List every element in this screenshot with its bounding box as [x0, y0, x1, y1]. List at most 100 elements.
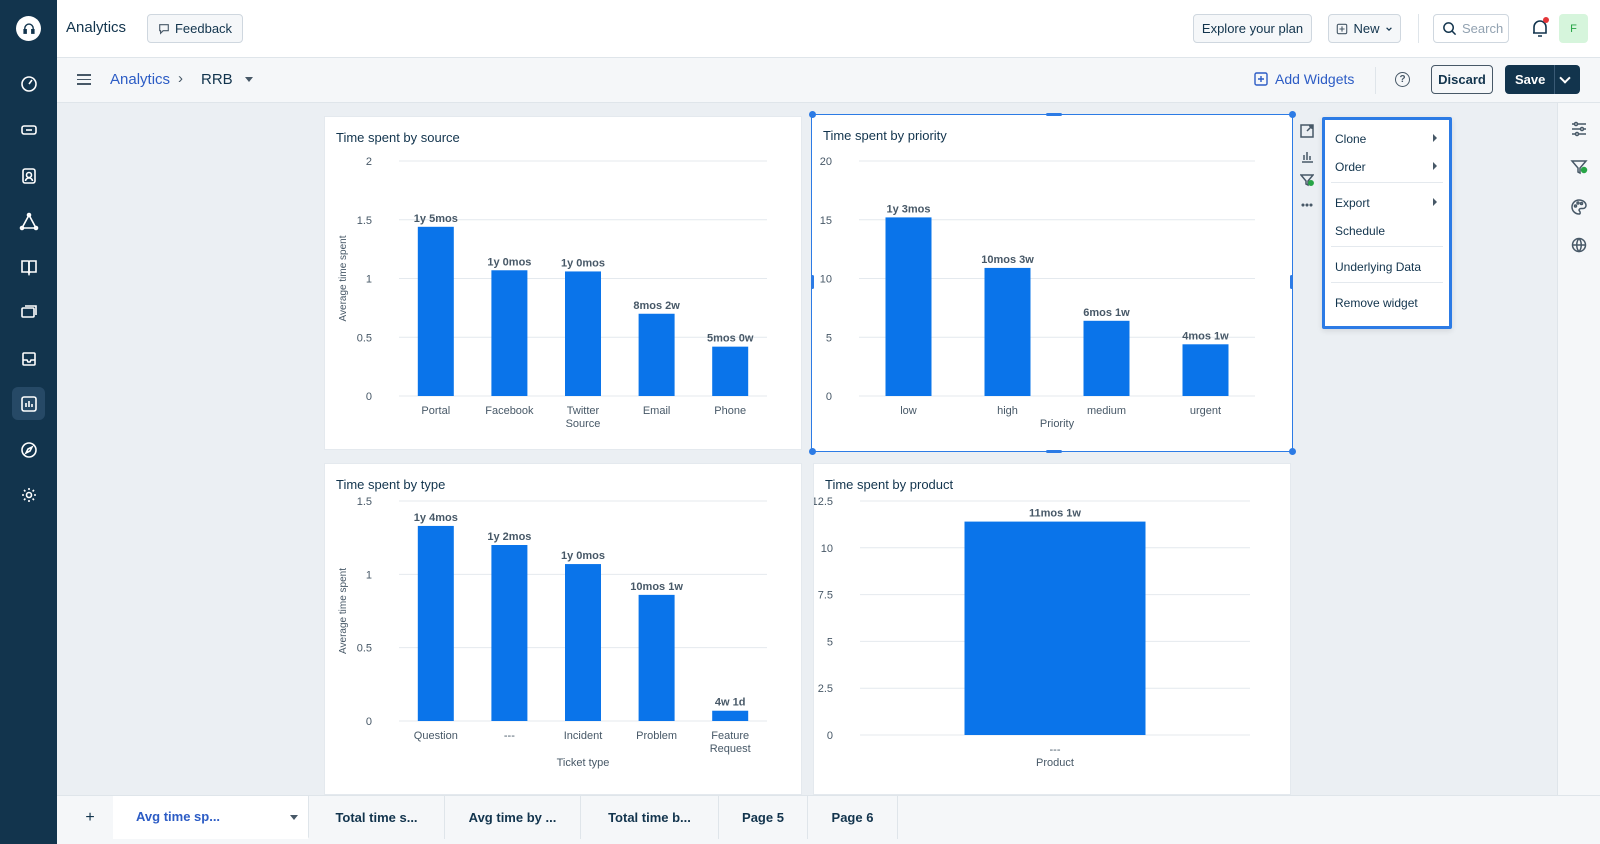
chat-bubble-icon	[159, 23, 169, 35]
filter-icon[interactable]	[1298, 171, 1316, 189]
tab-page-6[interactable]: Page 6	[808, 796, 898, 839]
menu-icon[interactable]	[77, 74, 91, 86]
resize-handle[interactable]	[1046, 450, 1062, 453]
data-label: 4mos 1w	[1182, 330, 1229, 342]
tab-page-5[interactable]: Page 5	[719, 796, 808, 839]
data-label: 10mos 3w	[981, 254, 1034, 266]
data-label: 1y 2mos	[487, 531, 531, 543]
x-tick-label: medium	[1087, 405, 1126, 417]
filter-icon[interactable]	[1570, 158, 1588, 176]
app-logo-icon[interactable]	[16, 16, 41, 41]
menu-item-export[interactable]: Export	[1335, 196, 1370, 210]
search-icon	[1443, 22, 1457, 36]
bar	[712, 710, 749, 721]
menu-item-clone[interactable]: Clone	[1335, 132, 1367, 146]
save-options-chevron-icon[interactable]	[1559, 72, 1571, 84]
feedback-button[interactable]: Feedback	[147, 14, 243, 43]
y-tick-label: 0	[827, 730, 833, 742]
widget-time-by-source[interactable]: 0 0.5 1 1.5 2 Average time spent 1y 5mos Portal…	[324, 116, 802, 450]
menu-item-order[interactable]: Order	[1335, 160, 1366, 174]
add-page-button[interactable]: +	[85, 808, 95, 826]
add-widgets-button[interactable]: Add Widgets	[1254, 71, 1354, 87]
resize-handle[interactable]	[811, 275, 814, 289]
solutions-icon[interactable]	[12, 250, 45, 283]
x-tick-label: low	[900, 405, 917, 417]
tab-page-4[interactable]: Total time b...	[581, 796, 719, 839]
explore-plan-button[interactable]: Explore your plan	[1193, 14, 1312, 43]
search-placeholder: Search	[1462, 21, 1504, 36]
search-input[interactable]: Search	[1433, 14, 1509, 43]
more-options-icon[interactable]	[1298, 196, 1316, 214]
palette-icon[interactable]	[1570, 198, 1588, 216]
menu-item-remove-widget[interactable]: Remove widget	[1335, 296, 1418, 310]
app-title: Analytics	[66, 19, 127, 36]
top-bar: Analytics Feedback Explore your plan New…	[57, 0, 1600, 58]
settings-icon[interactable]	[12, 478, 45, 511]
avatar[interactable]: F	[1559, 14, 1588, 43]
tab-page-2[interactable]: Total time s...	[309, 796, 445, 839]
theme-globe-icon[interactable]	[1570, 236, 1588, 254]
resize-handle[interactable]	[1290, 275, 1293, 289]
analytics-icon[interactable]	[12, 387, 45, 420]
y-tick-label: 0	[826, 391, 832, 403]
bar	[565, 564, 601, 721]
y-tick-label: 1	[366, 274, 372, 286]
resize-handle[interactable]	[1289, 111, 1296, 118]
tab-label: Page 5	[742, 810, 784, 825]
discard-label: Discard	[1438, 72, 1486, 87]
resize-handle[interactable]	[1046, 113, 1062, 116]
y-tick-label: 5	[827, 636, 833, 648]
x-tick-label: Facebook	[485, 405, 534, 417]
groups-icon[interactable]	[12, 205, 45, 238]
x-axis-label: Source	[566, 418, 601, 430]
dashboard-icon[interactable]	[12, 67, 45, 100]
discard-button[interactable]: Discard	[1431, 65, 1493, 94]
y-tick-label: 1	[366, 569, 372, 581]
bar	[885, 217, 932, 396]
y-tick-label: 2	[366, 156, 372, 168]
bar	[638, 594, 675, 721]
y-tick-label: 0.5	[357, 643, 372, 655]
bar	[964, 521, 1146, 735]
menu-item-underlying-data[interactable]: Underlying Data	[1335, 260, 1422, 274]
forums-icon[interactable]	[12, 296, 45, 329]
divider	[1375, 67, 1376, 94]
tab-page-3[interactable]: Avg time by ...	[445, 796, 581, 839]
data-label: 8mos 2w	[633, 300, 680, 312]
left-navigation	[0, 0, 57, 844]
inbox-icon[interactable]	[12, 342, 45, 375]
tab-label: Total time b...	[608, 810, 691, 825]
save-label: Save	[1515, 72, 1546, 87]
discover-icon[interactable]	[12, 433, 45, 466]
y-tick-label: 0	[366, 716, 372, 728]
resize-handle[interactable]	[809, 448, 816, 455]
new-button[interactable]: New	[1328, 14, 1401, 43]
widget-time-by-type[interactable]: 0 0.5 1 1.5 Average time spent 1y 4mos Questio…	[324, 463, 802, 795]
y-axis-label: Average time spent	[338, 568, 349, 654]
resize-handle[interactable]	[809, 111, 816, 118]
data-label: 11mos 1w	[1029, 508, 1081, 520]
resize-handle[interactable]	[1289, 448, 1296, 455]
y-tick-label: 0.5	[357, 332, 372, 344]
tickets-icon[interactable]	[12, 113, 45, 146]
sliders-icon[interactable]	[1570, 120, 1588, 138]
notifications-button[interactable]	[1529, 17, 1551, 39]
save-button[interactable]: Save	[1505, 65, 1580, 94]
tab-options-caret-icon[interactable]	[290, 815, 298, 820]
breadcrumb-analytics[interactable]: Analytics	[110, 71, 171, 88]
new-label: New	[1353, 21, 1380, 36]
bell-icon	[1533, 20, 1547, 37]
y-tick-label: 15	[820, 215, 832, 227]
help-icon[interactable]: ?	[1395, 72, 1410, 87]
explore-plan-label: Explore your plan	[1201, 21, 1304, 36]
divider	[1418, 14, 1419, 43]
expand-icon[interactable]	[1298, 122, 1316, 140]
tab-page-1[interactable]: Avg time sp...	[113, 796, 309, 839]
menu-item-schedule[interactable]: Schedule	[1335, 224, 1386, 238]
contacts-icon[interactable]	[12, 159, 45, 192]
chart-type-icon[interactable]	[1298, 147, 1316, 165]
dashboard-switch-caret-icon[interactable]	[245, 77, 253, 82]
widget-title: Time spent by source	[336, 130, 460, 145]
